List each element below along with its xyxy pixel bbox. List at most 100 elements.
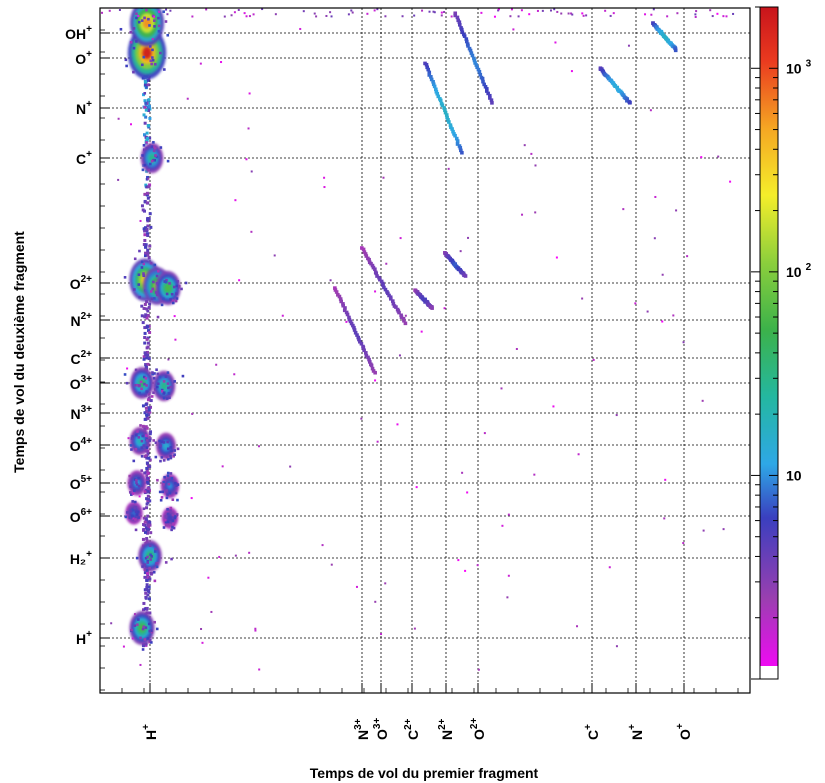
heatmap-cell bbox=[129, 31, 133, 34]
heatmap-cell bbox=[172, 285, 176, 289]
heatmap-cell bbox=[147, 413, 151, 417]
heatmap-cell bbox=[150, 145, 154, 149]
heatmap-cell bbox=[143, 199, 147, 203]
heatmap-cell bbox=[124, 58, 128, 62]
heatmap-cell bbox=[137, 273, 141, 277]
heatmap-cell bbox=[162, 380, 166, 383]
heatmap-cell bbox=[145, 446, 149, 449]
heatmap-cell bbox=[352, 325, 356, 330]
heatmap-cell bbox=[145, 586, 149, 590]
heatmap-cell bbox=[154, 455, 158, 459]
heatmap-cell bbox=[144, 588, 148, 592]
heatmap-cell bbox=[143, 192, 147, 196]
heatmap-cell bbox=[164, 20, 168, 23]
heatmap-cell bbox=[233, 11, 236, 14]
heatmap-cell bbox=[146, 559, 150, 563]
heatmap-cell bbox=[608, 566, 611, 569]
heatmap-cell bbox=[134, 510, 138, 514]
heatmap-cell bbox=[131, 516, 135, 520]
heatmap-cell bbox=[361, 247, 366, 252]
heatmap-cell bbox=[666, 15, 669, 18]
heatmap-cell bbox=[415, 486, 418, 489]
heatmap-cell bbox=[161, 390, 164, 393]
coincidence-lines bbox=[333, 11, 678, 375]
plot-frame bbox=[99, 7, 751, 694]
heatmap-cell bbox=[173, 315, 176, 318]
heatmap-cell bbox=[165, 489, 168, 492]
heatmap-cell bbox=[396, 423, 399, 426]
axis-minor-ticks bbox=[99, 7, 739, 693]
heatmap-cell bbox=[159, 444, 162, 447]
heatmap-cell bbox=[132, 70, 135, 74]
heatmap-cell bbox=[158, 10, 161, 13]
heatmap-cell bbox=[399, 313, 403, 318]
heatmap-cell bbox=[341, 302, 345, 306]
heatmap-cell bbox=[700, 156, 703, 159]
heatmap-cell bbox=[435, 91, 440, 96]
heatmap-cell bbox=[150, 297, 154, 300]
heatmap-cell bbox=[145, 531, 149, 535]
heatmap-cell bbox=[199, 62, 202, 65]
coincidence-line bbox=[453, 11, 494, 105]
color-scale-label: 10 2 bbox=[786, 262, 812, 280]
heatmap-cell bbox=[132, 27, 136, 30]
heatmap-cell bbox=[556, 10, 559, 13]
heatmap-cell bbox=[370, 366, 375, 371]
heatmap-cell bbox=[144, 108, 148, 112]
heatmap-cell bbox=[343, 306, 347, 310]
heatmap-cell bbox=[140, 314, 144, 318]
heatmap-cell bbox=[168, 396, 171, 400]
heatmap-cell bbox=[445, 115, 449, 120]
heatmap-cell bbox=[135, 40, 138, 43]
heatmap-cell bbox=[156, 315, 160, 319]
heatmap-cell bbox=[248, 15, 251, 18]
heatmap-cell bbox=[349, 321, 354, 326]
heatmap-cell bbox=[143, 411, 147, 415]
heatmap-cell bbox=[429, 77, 434, 82]
y-tick-label: O3+ bbox=[70, 374, 92, 392]
heatmap-cell bbox=[481, 79, 485, 84]
heatmap-cell bbox=[237, 8, 240, 11]
heatmap-cell bbox=[146, 574, 150, 578]
heatmap-cell bbox=[146, 490, 150, 494]
heatmap-cell bbox=[148, 183, 152, 187]
heatmap-cell bbox=[147, 456, 151, 460]
heatmap-cell bbox=[469, 51, 474, 55]
coincidence-line bbox=[443, 251, 468, 278]
heatmap-cell bbox=[175, 292, 178, 295]
heatmap-cell bbox=[398, 354, 401, 357]
heatmap-cell bbox=[431, 79, 435, 84]
heatmap-cell bbox=[145, 227, 149, 231]
heatmap-cell bbox=[173, 449, 176, 452]
heatmap-cell bbox=[450, 127, 454, 131]
heatmap-cell bbox=[148, 523, 152, 527]
heatmap-cell bbox=[167, 386, 170, 390]
heatmap-cell bbox=[394, 305, 398, 309]
heatmap-cell bbox=[382, 176, 385, 179]
heatmap-cell bbox=[428, 10, 431, 13]
heatmap-cell bbox=[143, 254, 147, 258]
heatmap-cell bbox=[150, 62, 153, 66]
heatmap-cell bbox=[484, 89, 489, 93]
heatmap-cell bbox=[520, 9, 523, 12]
heatmap-cell bbox=[181, 374, 185, 378]
heatmap-cell bbox=[155, 155, 159, 159]
heatmap-cell bbox=[146, 637, 150, 640]
heatmap-cell bbox=[315, 15, 318, 18]
heatmap-cell bbox=[173, 380, 176, 383]
x-tick-label: O2+ bbox=[469, 718, 487, 740]
heatmap-cell bbox=[463, 274, 468, 278]
heatmap-cell bbox=[151, 58, 155, 62]
heatmap-cell bbox=[162, 396, 166, 400]
heatmap-cell bbox=[142, 444, 146, 447]
heatmap-cell bbox=[145, 413, 149, 417]
heatmap-cell bbox=[468, 48, 473, 53]
heatmap-cell bbox=[457, 144, 462, 148]
heatmap-cell bbox=[141, 565, 144, 568]
x-tick-label: N2+ bbox=[437, 718, 455, 740]
heatmap-cell bbox=[147, 256, 151, 260]
heatmap-cell bbox=[147, 411, 151, 415]
heatmap-cell bbox=[711, 15, 714, 18]
heatmap-cell bbox=[434, 89, 439, 94]
heatmap-cell bbox=[384, 15, 387, 18]
